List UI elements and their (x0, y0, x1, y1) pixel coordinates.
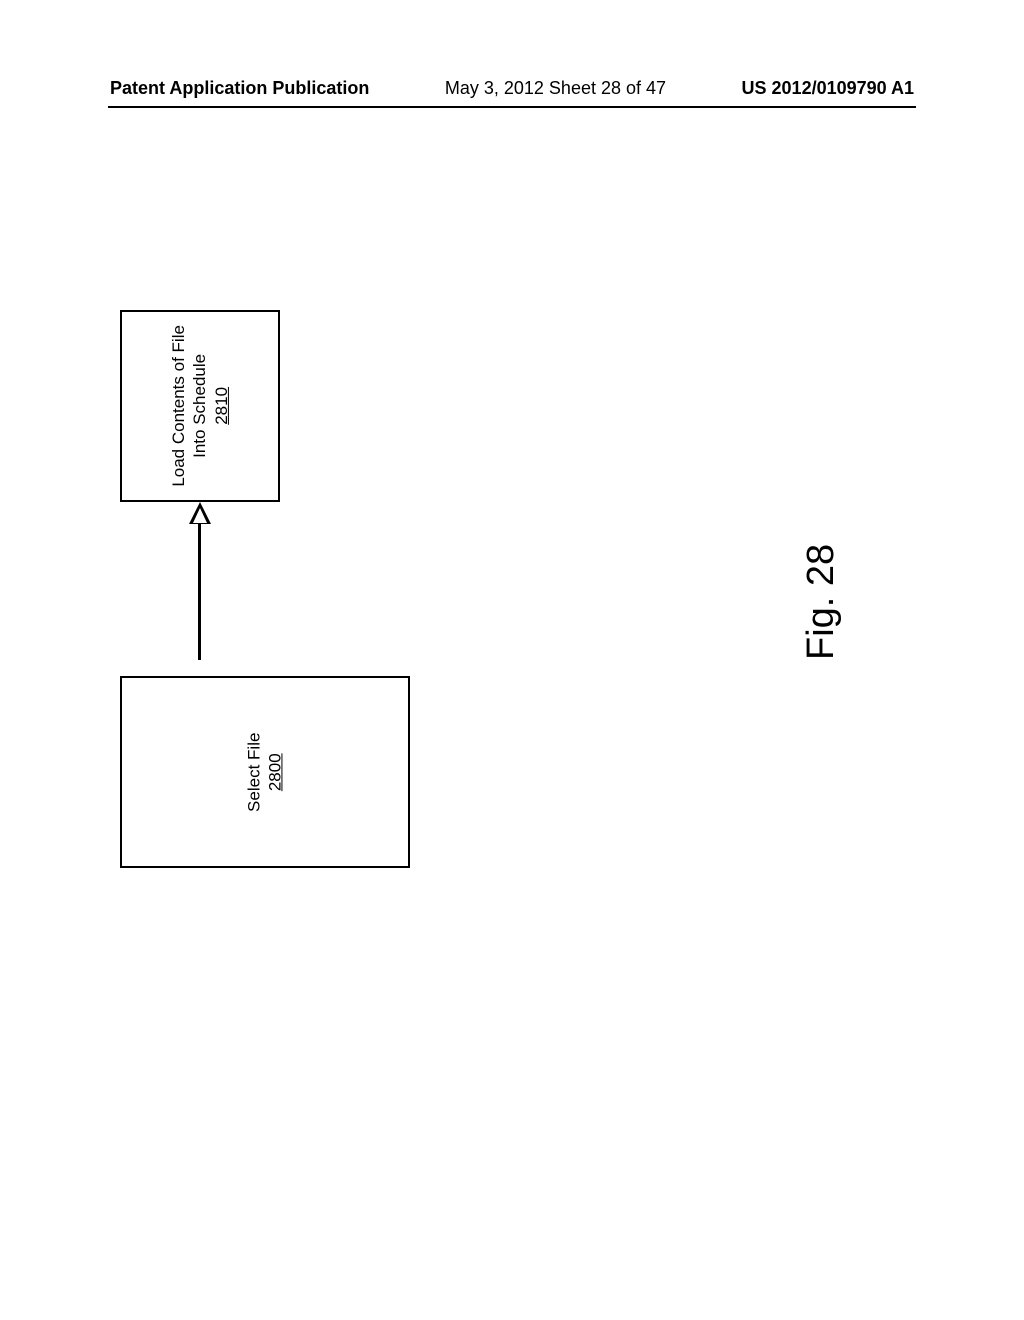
page-header: Patent Application Publication May 3, 20… (0, 78, 1024, 99)
figure-label: Fig. 28 (800, 544, 843, 660)
flowchart-node-load: Load Contents of File Into Schedule 2810 (120, 310, 280, 502)
node-line: Into Schedule (190, 354, 209, 458)
node-line: Load Contents of File (169, 325, 188, 487)
flowchart-node-load-text: Load Contents of File Into Schedule 2810 (168, 325, 232, 487)
header-mid: May 3, 2012 Sheet 28 of 47 (445, 78, 666, 99)
header-right: US 2012/0109790 A1 (742, 78, 914, 99)
node-line: Select File (245, 732, 264, 811)
header-rule (108, 106, 916, 108)
flowchart-edge-arrowhead-inner (193, 508, 207, 523)
flowchart-node-select-text: Select File 2800 (244, 732, 287, 811)
flowchart-node-select: Select File 2800 (120, 676, 410, 868)
flowchart-edge-line (198, 520, 201, 660)
header-left: Patent Application Publication (110, 78, 369, 99)
flowchart: Load Contents of File Into Schedule 2810… (120, 310, 430, 870)
node-ref: 2800 (266, 753, 285, 791)
node-ref: 2810 (212, 387, 231, 425)
